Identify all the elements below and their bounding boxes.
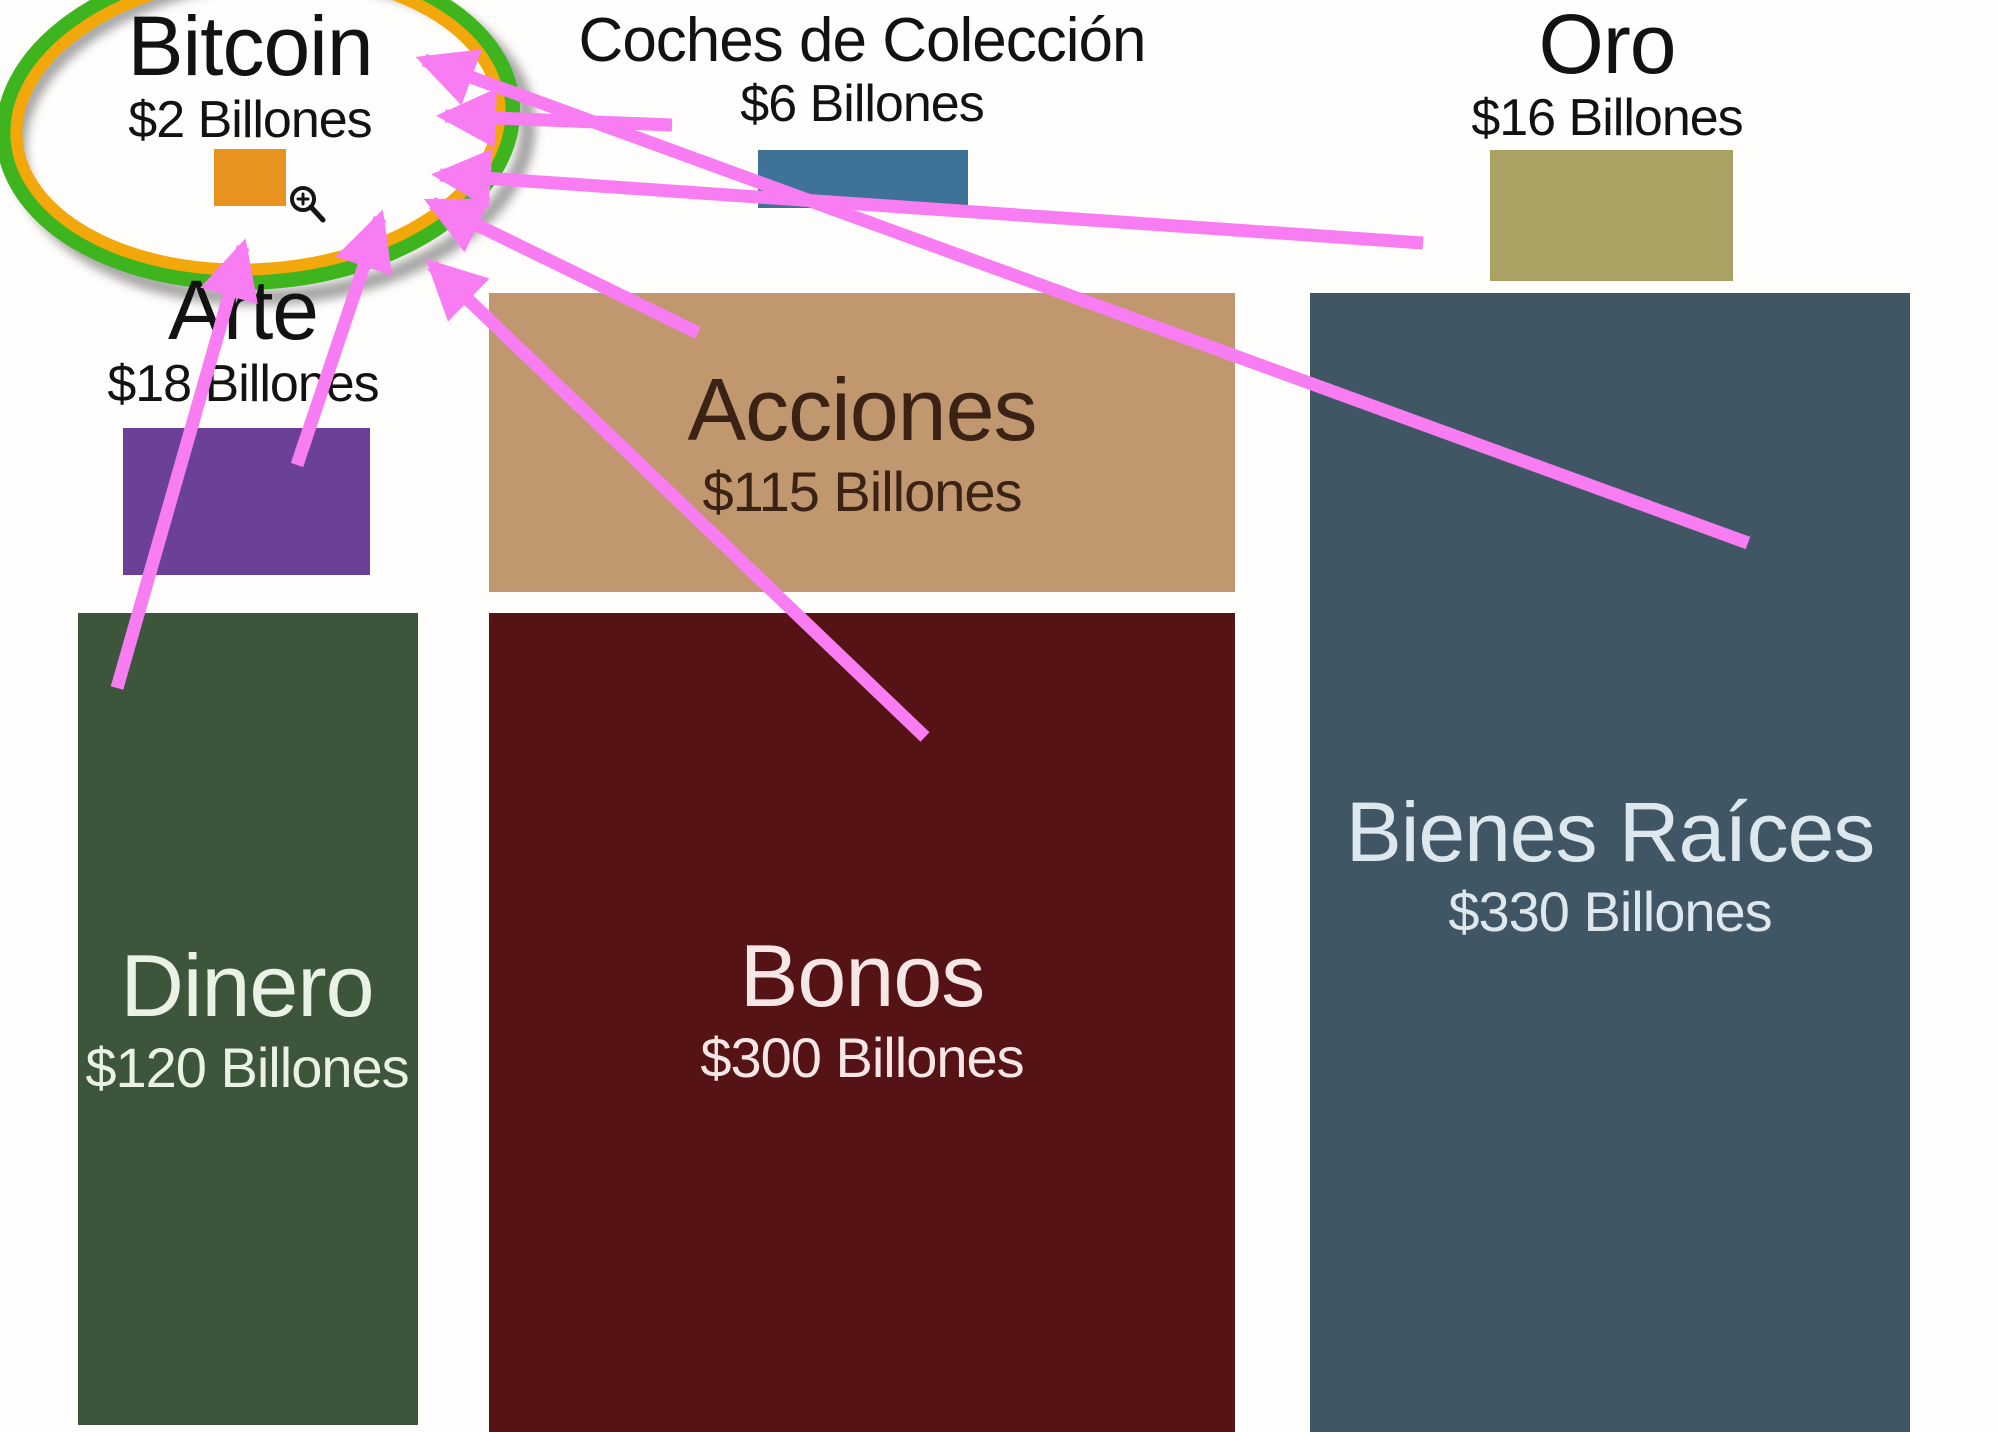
label-bienes-raices: Bienes Raíces $330 Billones: [1345, 785, 1876, 943]
label-bonos: Bonos $300 Billones: [700, 926, 1024, 1089]
block-oro: [1490, 150, 1733, 281]
label-bonos-value: $300 Billones: [700, 1026, 1024, 1089]
arrow-from-coches-to-bitcoin: [436, 88, 673, 148]
block-bonos: [489, 613, 1235, 1432]
block-bitcoin: [214, 149, 286, 206]
block-dinero: [78, 613, 418, 1425]
arrow-from-oro-to-bitcoin: [431, 148, 1424, 250]
label-acciones: Acciones $115 Billones: [687, 360, 1037, 523]
label-bitcoin-value: $2 Billones: [128, 91, 372, 149]
label-oro-name: Oro: [1538, 0, 1676, 91]
label-bienes-raices-value: $330 Billones: [1448, 880, 1772, 943]
label-dinero: Dinero $120 Billones: [85, 936, 409, 1099]
arrow-from-bienes-raices-to-bitcoin: [415, 49, 1751, 550]
label-coches-name: Coches de Colección: [578, 6, 1147, 75]
label-bitcoin: Bitcoin $2 Billones: [127, 0, 373, 149]
block-bienes-raices: [1310, 293, 1910, 1432]
arrow-from-dinero-to-bitcoin: [110, 238, 258, 690]
label-dinero-name: Dinero: [120, 936, 374, 1035]
label-oro-value: $16 Billones: [1471, 89, 1743, 147]
label-bienes-raices-name: Bienes Raíces: [1345, 785, 1876, 879]
label-bonos-name: Bonos: [739, 926, 986, 1025]
label-dinero-value: $120 Billones: [85, 1036, 409, 1099]
arrow-from-arte-to-bitcoin: [290, 209, 393, 468]
label-coches-value: $6 Billones: [740, 75, 984, 133]
label-coches: Coches de Colección $6 Billones: [578, 6, 1147, 133]
arrow-from-bonos-to-bitcoin: [425, 258, 930, 742]
label-oro: Oro $16 Billones: [1471, 0, 1743, 147]
arrow-from-acciones-to-bitcoin: [423, 197, 701, 339]
label-acciones-name: Acciones: [687, 360, 1037, 459]
highlight-circle-inner: [10, 0, 506, 276]
label-acciones-value: $115 Billones: [702, 460, 1022, 523]
highlight-circle-outer: [0, 0, 521, 291]
label-bitcoin-name: Bitcoin: [127, 0, 373, 93]
